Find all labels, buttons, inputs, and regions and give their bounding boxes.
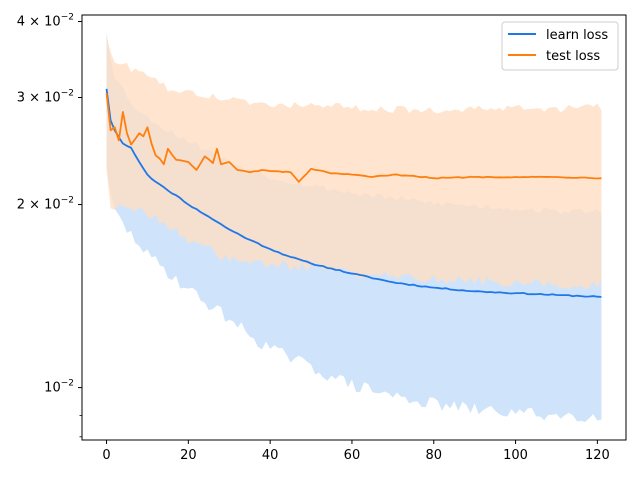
x-tick-label: 80 [425, 448, 442, 463]
legend-label: learn loss [546, 28, 608, 43]
legend-label: test loss [546, 49, 600, 64]
series-lines [105, 88, 602, 298]
line-test-loss [105, 93, 602, 183]
x-tick-label: 0 [102, 448, 110, 463]
x-axis-ticks: 0 20 40 60 80 100 120 [102, 440, 610, 463]
x-tick-label: 60 [344, 448, 361, 463]
y-tick-label: 10−2 [44, 379, 74, 396]
x-tick-label: 120 [585, 448, 610, 463]
plot-area-frame [81, 14, 627, 441]
y-tick-label: 3 × 10−2 [17, 88, 74, 105]
x-tick-label: 40 [262, 448, 279, 463]
y-axis-ticks: 10−2 2 × 10−2 3 × 10−2 4 × 10−2 [17, 13, 82, 438]
y-tick-label: 4 × 10−2 [17, 13, 74, 30]
line-learn-loss [105, 88, 602, 298]
x-tick-label: 100 [503, 448, 528, 463]
x-tick-label: 20 [180, 448, 197, 463]
y-tick-label: 2 × 10−2 [17, 196, 74, 213]
band-test-loss [106, 36, 602, 290]
confidence-bands [106, 33, 602, 423]
legend: learn loss test loss [501, 21, 619, 71]
